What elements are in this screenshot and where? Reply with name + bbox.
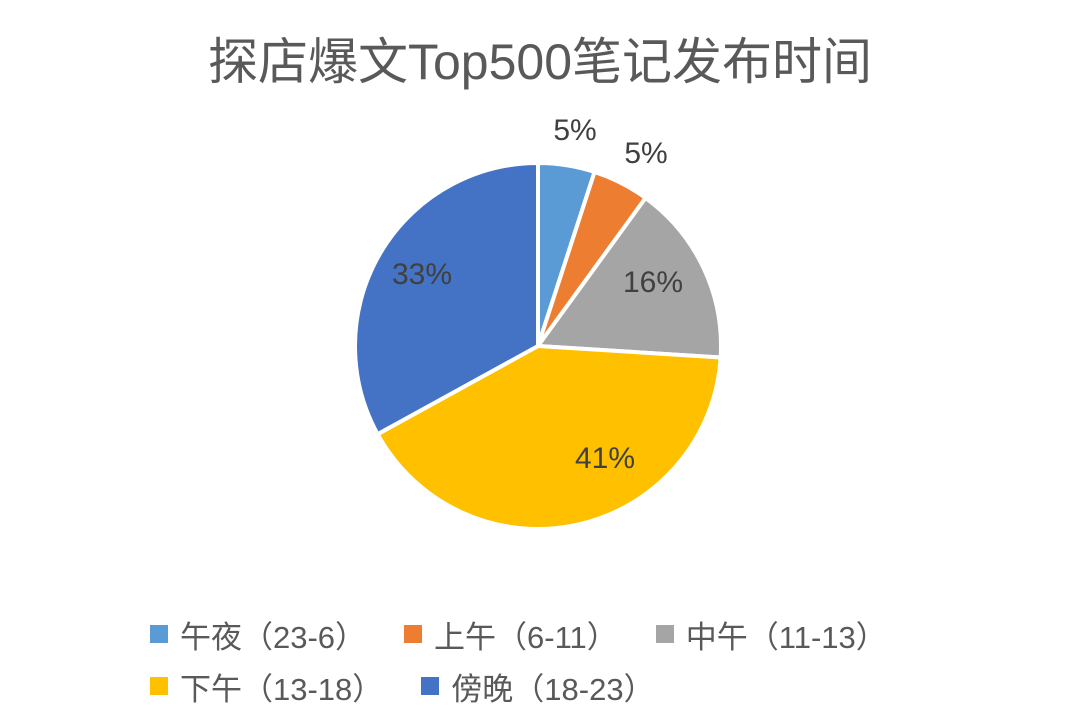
data-label-morning: 5% bbox=[624, 137, 667, 170]
legend-swatch-evening bbox=[421, 677, 440, 695]
legend-row-1: 午夜（23-6） 上午（6-11） 中午（11-13） bbox=[150, 608, 970, 660]
data-label-evening: 33% bbox=[392, 258, 452, 291]
pie-slice-noon bbox=[536, 195, 723, 360]
legend-label-midnight: 午夜（23-6） bbox=[180, 619, 367, 655]
legend-label-noon: 中午（11-13） bbox=[685, 619, 887, 655]
legend-item-afternoon: 下午（13-18） bbox=[150, 664, 383, 709]
legend-item-noon: 中午（11-13） bbox=[655, 612, 887, 657]
legend-swatch-noon bbox=[655, 625, 674, 643]
data-label-noon: 16% bbox=[623, 266, 683, 299]
legend-item-evening: 傍晚（18-23） bbox=[421, 664, 655, 709]
legend-label-morning: 上午（6-11） bbox=[434, 619, 618, 655]
data-label-midnight: 5% bbox=[553, 114, 596, 147]
legend-swatch-midnight bbox=[150, 625, 168, 643]
chart-legend: 午夜（23-6） 上午（6-11） 中午（11-13） 下午（13-18） 傍晚… bbox=[150, 608, 970, 712]
legend-item-midnight: 午夜（23-6） bbox=[150, 612, 366, 657]
legend-swatch-morning bbox=[404, 625, 423, 643]
data-label-afternoon: 41% bbox=[575, 442, 635, 475]
pie-slice-evening bbox=[353, 161, 540, 437]
chart-title: 探店爆文Top500笔记发布时间 bbox=[207, 34, 873, 90]
legend-swatch-afternoon bbox=[150, 677, 168, 695]
legend-label-evening: 傍晚（18-23） bbox=[451, 671, 655, 707]
legend-item-morning: 上午（6-11） bbox=[404, 612, 618, 657]
pie-data-labels: 5% 5% 16% 41% 33% bbox=[392, 114, 683, 475]
legend-label-afternoon: 下午（13-18） bbox=[180, 671, 384, 707]
pie-slices bbox=[353, 161, 723, 531]
pie-slice-afternoon bbox=[375, 344, 723, 531]
legend-row-2: 下午（13-18） 傍晚（18-23） bbox=[150, 660, 970, 712]
